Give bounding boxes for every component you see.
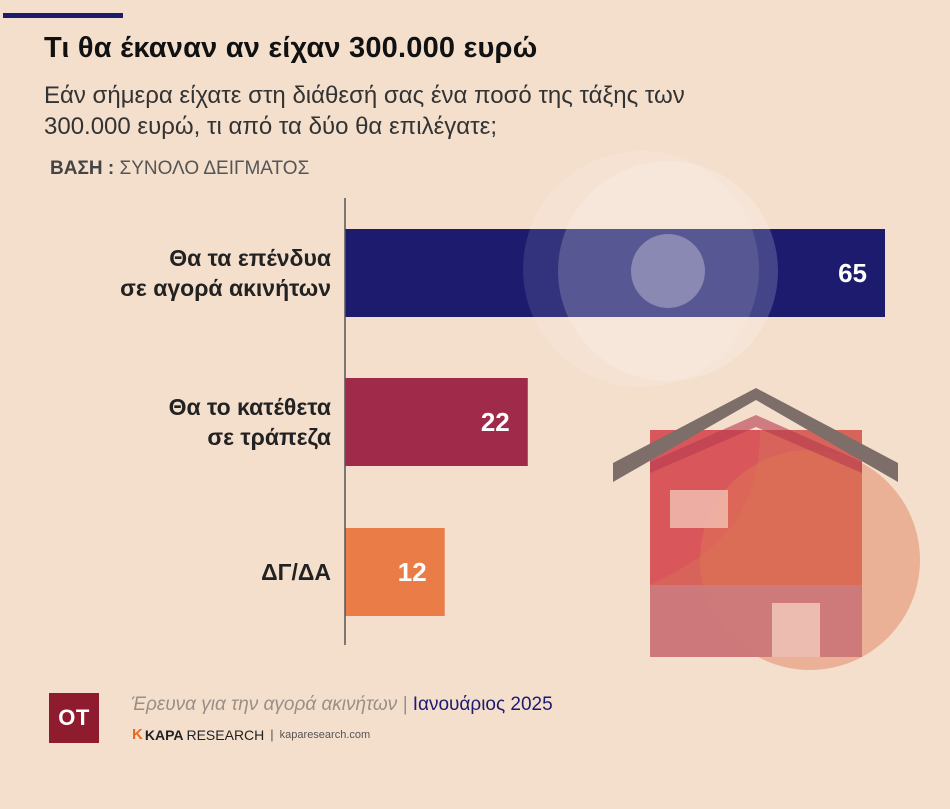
kapa-url[interactable]: kaparesearch.com — [279, 728, 371, 741]
kapa-logo-icon: K — [132, 726, 143, 743]
category-label-2-2: σε τράπεζα — [207, 424, 331, 450]
category-label-1-2: σε αγορά ακινήτων — [120, 275, 331, 301]
bar-3 — [345, 528, 445, 616]
kapa-research: RESEARCH — [186, 726, 265, 743]
kapa-brand: KAPA — [144, 726, 184, 743]
category-label-2-1: Θα το κατέθετα — [169, 394, 331, 420]
data-label-1: 65 — [838, 258, 867, 288]
category-label-3-1: ΔΓ/ΔΑ — [261, 559, 331, 585]
glow-circle — [523, 151, 778, 387]
base-label: ΒΑΣΗ : — [50, 158, 115, 179]
chart-title: Τι θα έκαναν αν είχαν 300.000 ευρώ — [44, 32, 538, 64]
footer-survey: Έρευνα για την αγορά ακινήτων | Ιανουάρι… — [131, 694, 553, 716]
sample-base: ΒΑΣΗ : ΣΥΝΟΛΟ ΔΕΙΓΜΑΤΟΣ — [50, 158, 309, 180]
top-rule — [3, 13, 123, 18]
base-value: ΣΥΝΟΛΟ ΔΕΙΓΜΑΤΟΣ — [119, 158, 310, 179]
category-label-1-1: Θα τα επένδυα — [169, 245, 331, 271]
data-label-3: 12 — [398, 557, 427, 587]
chart-subtitle: Εάν σήμερα είχατε στη διάθεσή σας ένα πο… — [44, 82, 685, 140]
survey-date: Ιανουάριος 2025 — [412, 694, 553, 715]
survey-text: Έρευνα για την αγορά ακινήτων — [131, 694, 398, 715]
bar-1 — [345, 229, 885, 317]
data-label-2: 22 — [481, 407, 510, 437]
credit-separator: | — [270, 727, 274, 742]
bar-2 — [345, 378, 528, 466]
kapa-credit: K KAPA RESEARCH | kaparesearch.com — [132, 726, 370, 743]
ot-logo: ΟΤ — [49, 693, 99, 743]
survey-separator: | — [402, 694, 408, 715]
house-illustration — [613, 388, 920, 670]
